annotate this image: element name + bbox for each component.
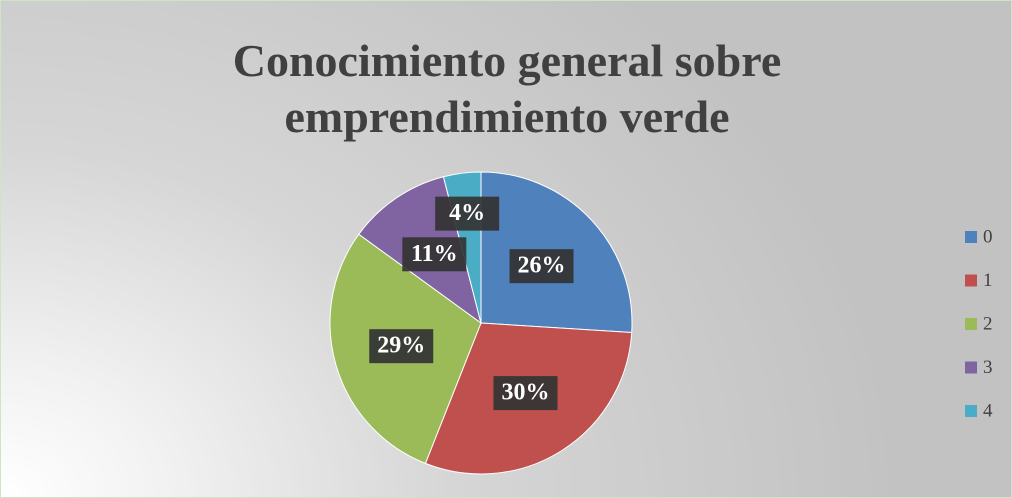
- data-label-text: 4%: [449, 200, 485, 226]
- data-label: 30%: [493, 376, 558, 411]
- data-label-box: [402, 237, 467, 272]
- legend-label: 3: [983, 357, 993, 378]
- data-label-text: 26%: [518, 253, 566, 279]
- legend-swatch: [965, 231, 977, 243]
- legend-swatch: [965, 274, 977, 287]
- data-label: 4%: [435, 196, 500, 231]
- data-label: 29%: [369, 329, 434, 364]
- data-label: 11%: [402, 237, 467, 272]
- data-label-box: [509, 249, 574, 284]
- legend-label: 2: [983, 313, 993, 334]
- data-label-text: 11%: [411, 241, 458, 267]
- data-label-box: [435, 196, 500, 231]
- data-label: 26%: [509, 249, 574, 284]
- data-label-box: [369, 329, 434, 364]
- chart-title: Conocimiento general sobre emprendimient…: [232, 35, 782, 142]
- legend-swatch: [965, 405, 977, 417]
- legend-label: 4: [983, 400, 993, 421]
- legend-swatch: [965, 361, 977, 374]
- data-label-text: 29%: [377, 333, 425, 359]
- data-label-text: 30%: [502, 380, 550, 406]
- legend-label: 1: [983, 270, 993, 291]
- data-label-box: [493, 376, 558, 411]
- legend-label: 0: [983, 226, 993, 247]
- legend-swatch: [965, 318, 977, 330]
